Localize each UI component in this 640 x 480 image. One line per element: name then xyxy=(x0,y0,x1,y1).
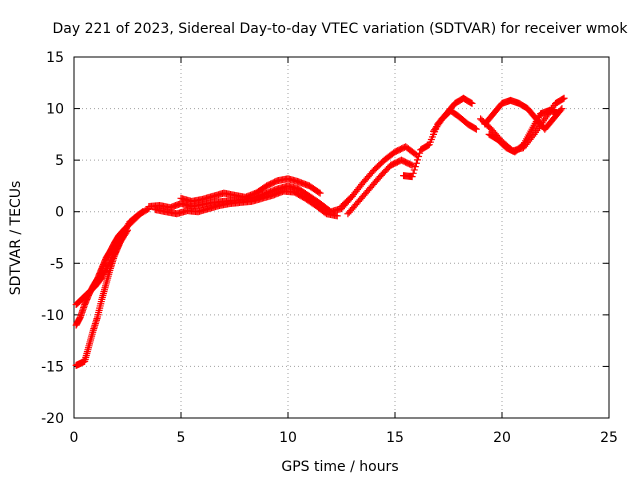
data-point xyxy=(111,247,119,255)
data-point xyxy=(113,244,121,252)
data-point xyxy=(112,246,120,254)
y-tick-label: -20 xyxy=(41,411,64,427)
y-axis-label: SDTVAR / TECUs xyxy=(8,181,24,296)
x-tick-label: 0 xyxy=(70,430,79,446)
data-point xyxy=(123,228,131,236)
grid xyxy=(74,57,609,418)
y-tick-label: 10 xyxy=(46,102,64,118)
y-tick-label: -5 xyxy=(50,256,64,272)
data-series xyxy=(338,143,420,211)
data-point xyxy=(558,105,566,113)
data-point xyxy=(107,255,115,263)
x-tick-label: 25 xyxy=(600,430,618,446)
data-point xyxy=(104,261,112,269)
data-point xyxy=(107,257,115,265)
data-point xyxy=(410,166,418,174)
data-point xyxy=(467,99,475,107)
data-point xyxy=(100,269,108,277)
data-point xyxy=(408,173,416,181)
data-point xyxy=(407,161,415,169)
data-point xyxy=(529,132,537,140)
data-point xyxy=(554,109,562,117)
data-point xyxy=(316,189,324,197)
data-point xyxy=(124,226,131,234)
data-point xyxy=(409,169,417,177)
data-point xyxy=(138,208,146,216)
data-series xyxy=(72,226,131,309)
y-tick-label: 0 xyxy=(55,205,64,221)
data-point xyxy=(103,264,111,272)
data-series xyxy=(430,107,480,135)
data-point xyxy=(105,260,113,268)
data-point xyxy=(333,212,341,220)
data-point xyxy=(559,95,567,103)
x-tick-label: 10 xyxy=(279,430,297,446)
data-point xyxy=(101,268,109,276)
axis-ticks xyxy=(73,56,610,419)
data-point xyxy=(315,188,323,196)
y-tick-label: 5 xyxy=(55,153,64,169)
data-point xyxy=(411,163,419,171)
data-point xyxy=(99,271,107,279)
data-series xyxy=(344,156,416,218)
data-point xyxy=(98,274,106,282)
x-tick-label: 5 xyxy=(177,430,186,446)
data-point xyxy=(412,159,420,167)
data-point xyxy=(109,252,117,260)
x-tick-label: 15 xyxy=(386,430,404,446)
x-tick-label: 20 xyxy=(493,430,511,446)
data-series xyxy=(485,107,562,156)
data-point xyxy=(114,243,122,251)
data-series xyxy=(177,175,324,205)
data-point xyxy=(106,258,114,266)
chart-title: Day 221 of 2023, Sidereal Day-to-day VTE… xyxy=(53,21,629,37)
data-point xyxy=(103,263,111,271)
plot-frame xyxy=(73,56,610,419)
data-point xyxy=(110,251,118,259)
data-point xyxy=(472,125,480,133)
tick-labels: 0 5 10 15 20 25 -20 -15 -10 -5 0 5 10 15 xyxy=(41,50,618,446)
data-point xyxy=(99,272,107,280)
x-axis-label: GPS time / hours xyxy=(281,459,398,475)
data-points xyxy=(72,94,568,369)
data-series xyxy=(151,187,341,220)
data-point xyxy=(115,241,123,249)
data-point xyxy=(416,149,424,157)
data-point xyxy=(137,209,145,217)
data-point xyxy=(102,266,110,274)
data-point xyxy=(560,94,568,102)
data-point xyxy=(471,125,479,133)
y-tick-label: -15 xyxy=(41,359,64,375)
data-point xyxy=(468,99,476,107)
data-series xyxy=(400,94,476,181)
y-tick-label: -10 xyxy=(41,308,64,324)
data-point xyxy=(413,156,421,164)
data-point xyxy=(108,254,116,262)
data-point xyxy=(111,249,119,257)
data-point xyxy=(408,161,416,169)
y-tick-label: 15 xyxy=(46,50,64,66)
data-point xyxy=(415,153,423,161)
data-series xyxy=(72,205,153,369)
data-point xyxy=(115,240,123,248)
